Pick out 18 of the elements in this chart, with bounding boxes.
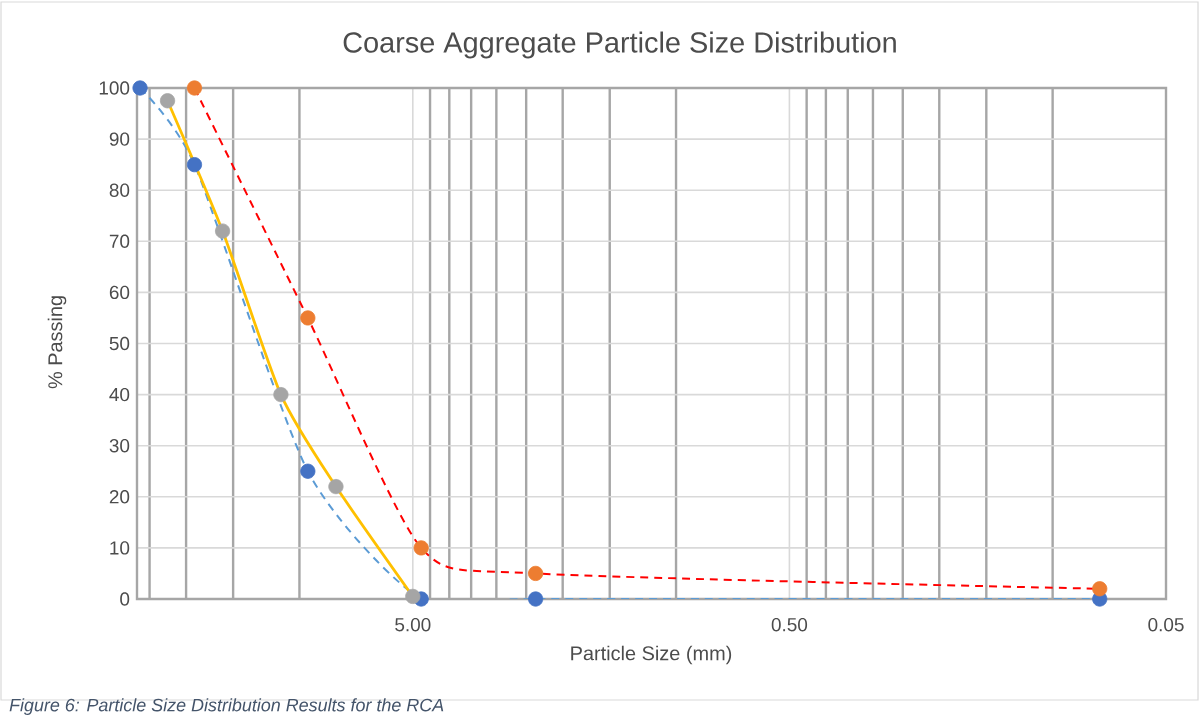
y-tick-label: 90 (109, 132, 130, 146)
y-tick-label: 100 (99, 81, 130, 95)
y-tick-label: 40 (109, 387, 130, 402)
text: Figure 6: Particle Size Distribution Results for the RCA (9, 698, 444, 715)
y-axis-title: % Passing (47, 296, 67, 389)
y-tick-label: 20 (109, 490, 130, 504)
chart-title: Coarse Aggregate Particle Size Distribution (343, 31, 896, 59)
y-tick-label: 70 (109, 234, 130, 248)
y-tick-label: 0 (120, 592, 130, 606)
x-axis-title: Particle Size (mm) (571, 645, 732, 665)
x-tick-label: 0.50 (771, 617, 808, 632)
y-tick-label: 50 (109, 336, 130, 351)
y-tick-label: 60 (109, 285, 130, 300)
x-tick-label: 5.00 (395, 617, 431, 632)
y-tick-label: 30 (109, 438, 130, 453)
y-tick-label: 10 (110, 541, 130, 555)
y-tick-label: 80 (109, 183, 130, 197)
x-tick-label: 0.05 (1148, 617, 1184, 632)
